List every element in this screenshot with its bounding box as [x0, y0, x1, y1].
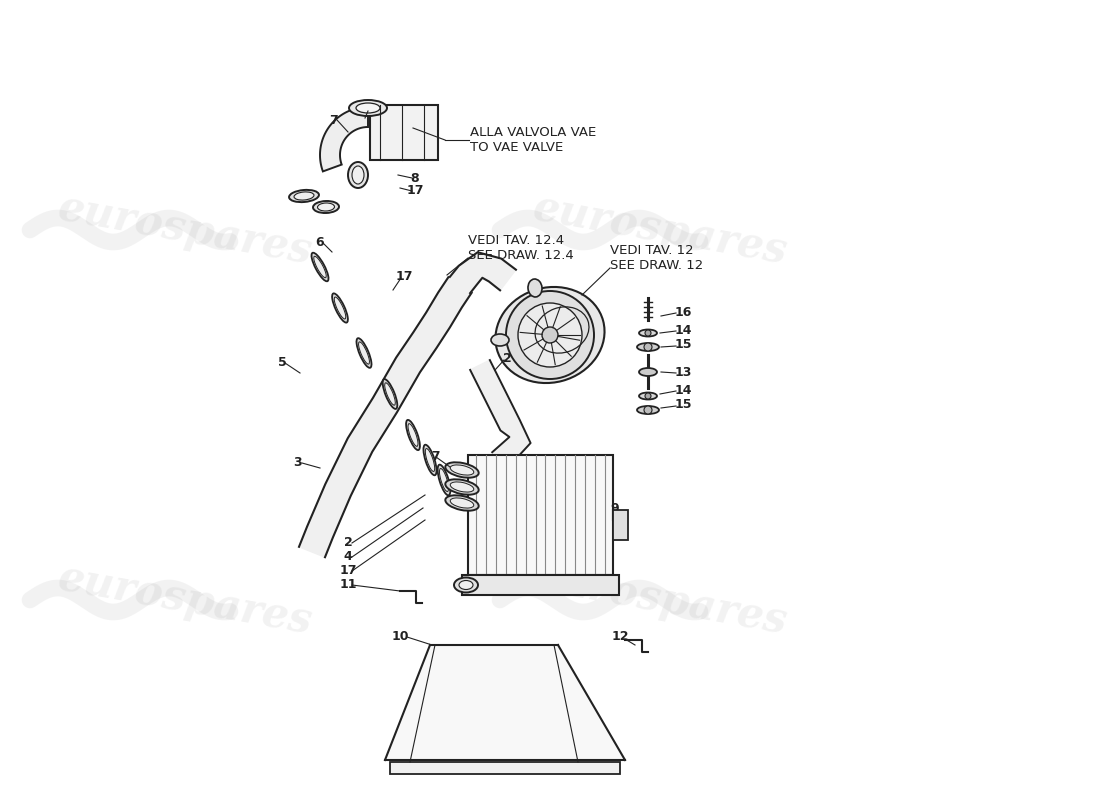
Ellipse shape — [639, 393, 657, 399]
Text: 17: 17 — [356, 102, 374, 114]
Ellipse shape — [440, 469, 449, 491]
Text: 11: 11 — [339, 578, 356, 591]
Ellipse shape — [349, 100, 387, 116]
Ellipse shape — [450, 465, 474, 475]
Circle shape — [644, 406, 652, 414]
Ellipse shape — [446, 479, 478, 494]
Text: 6: 6 — [316, 235, 324, 249]
Text: eurospares: eurospares — [55, 557, 316, 643]
Ellipse shape — [446, 495, 478, 510]
Ellipse shape — [450, 498, 474, 508]
Circle shape — [645, 393, 651, 399]
Ellipse shape — [446, 462, 478, 478]
Ellipse shape — [311, 253, 329, 282]
Polygon shape — [470, 360, 530, 468]
Ellipse shape — [356, 103, 380, 113]
Ellipse shape — [637, 406, 659, 414]
Text: 14: 14 — [674, 323, 692, 337]
Ellipse shape — [408, 424, 418, 446]
Text: 14: 14 — [674, 383, 692, 397]
Ellipse shape — [289, 190, 319, 202]
Ellipse shape — [424, 445, 437, 475]
Text: 8: 8 — [410, 171, 419, 185]
Text: 17: 17 — [395, 270, 412, 282]
Ellipse shape — [359, 342, 370, 364]
Ellipse shape — [385, 383, 395, 405]
Ellipse shape — [491, 334, 509, 346]
Circle shape — [644, 343, 652, 351]
Ellipse shape — [438, 465, 450, 495]
Text: eurospares: eurospares — [530, 187, 791, 273]
Ellipse shape — [318, 203, 334, 211]
Text: 12: 12 — [612, 630, 629, 643]
Ellipse shape — [450, 482, 474, 492]
Circle shape — [506, 291, 594, 379]
Text: 15: 15 — [674, 338, 692, 351]
Text: 17: 17 — [406, 185, 424, 198]
Circle shape — [518, 303, 582, 367]
Ellipse shape — [495, 287, 605, 383]
Polygon shape — [320, 107, 368, 171]
Text: 9: 9 — [610, 502, 619, 514]
Ellipse shape — [459, 581, 473, 590]
Ellipse shape — [334, 297, 345, 319]
Text: 15: 15 — [674, 398, 692, 411]
Ellipse shape — [426, 449, 434, 471]
Bar — [462, 575, 619, 595]
Ellipse shape — [406, 420, 420, 450]
Ellipse shape — [314, 256, 327, 278]
Text: VEDI TAV. 12.4
SEE DRAW. 12.4: VEDI TAV. 12.4 SEE DRAW. 12.4 — [468, 234, 574, 262]
Text: VEDI TAV. 12
SEE DRAW. 12: VEDI TAV. 12 SEE DRAW. 12 — [610, 244, 703, 272]
Text: eurospares: eurospares — [55, 187, 316, 273]
Polygon shape — [299, 278, 472, 557]
Ellipse shape — [637, 343, 659, 351]
Ellipse shape — [454, 578, 478, 593]
Text: 3: 3 — [294, 455, 302, 469]
Ellipse shape — [352, 166, 364, 184]
Text: 4: 4 — [343, 550, 352, 563]
Text: 2: 2 — [503, 351, 512, 365]
Text: 17: 17 — [424, 450, 441, 462]
Polygon shape — [450, 252, 516, 293]
Ellipse shape — [348, 162, 369, 188]
Ellipse shape — [356, 338, 372, 368]
Text: 16: 16 — [674, 306, 692, 318]
Bar — [613, 510, 628, 540]
Text: 5: 5 — [277, 355, 286, 369]
Ellipse shape — [639, 368, 657, 376]
Text: 17: 17 — [339, 565, 356, 578]
Polygon shape — [385, 645, 625, 760]
Bar — [390, 762, 620, 774]
Circle shape — [542, 327, 558, 343]
Text: 13: 13 — [674, 366, 692, 378]
Text: eurospares: eurospares — [530, 557, 791, 643]
Text: 2: 2 — [343, 535, 352, 549]
Ellipse shape — [528, 279, 542, 297]
Ellipse shape — [639, 330, 657, 337]
Bar — [468, 455, 613, 575]
Ellipse shape — [332, 294, 348, 322]
Bar — [370, 105, 438, 160]
Text: 7: 7 — [330, 114, 339, 126]
Text: 10: 10 — [392, 630, 409, 643]
Ellipse shape — [294, 192, 313, 200]
Ellipse shape — [314, 201, 339, 213]
Circle shape — [645, 330, 651, 336]
Text: ALLA VALVOLA VAE
TO VAE VALVE: ALLA VALVOLA VAE TO VAE VALVE — [470, 126, 596, 154]
Ellipse shape — [383, 379, 397, 409]
